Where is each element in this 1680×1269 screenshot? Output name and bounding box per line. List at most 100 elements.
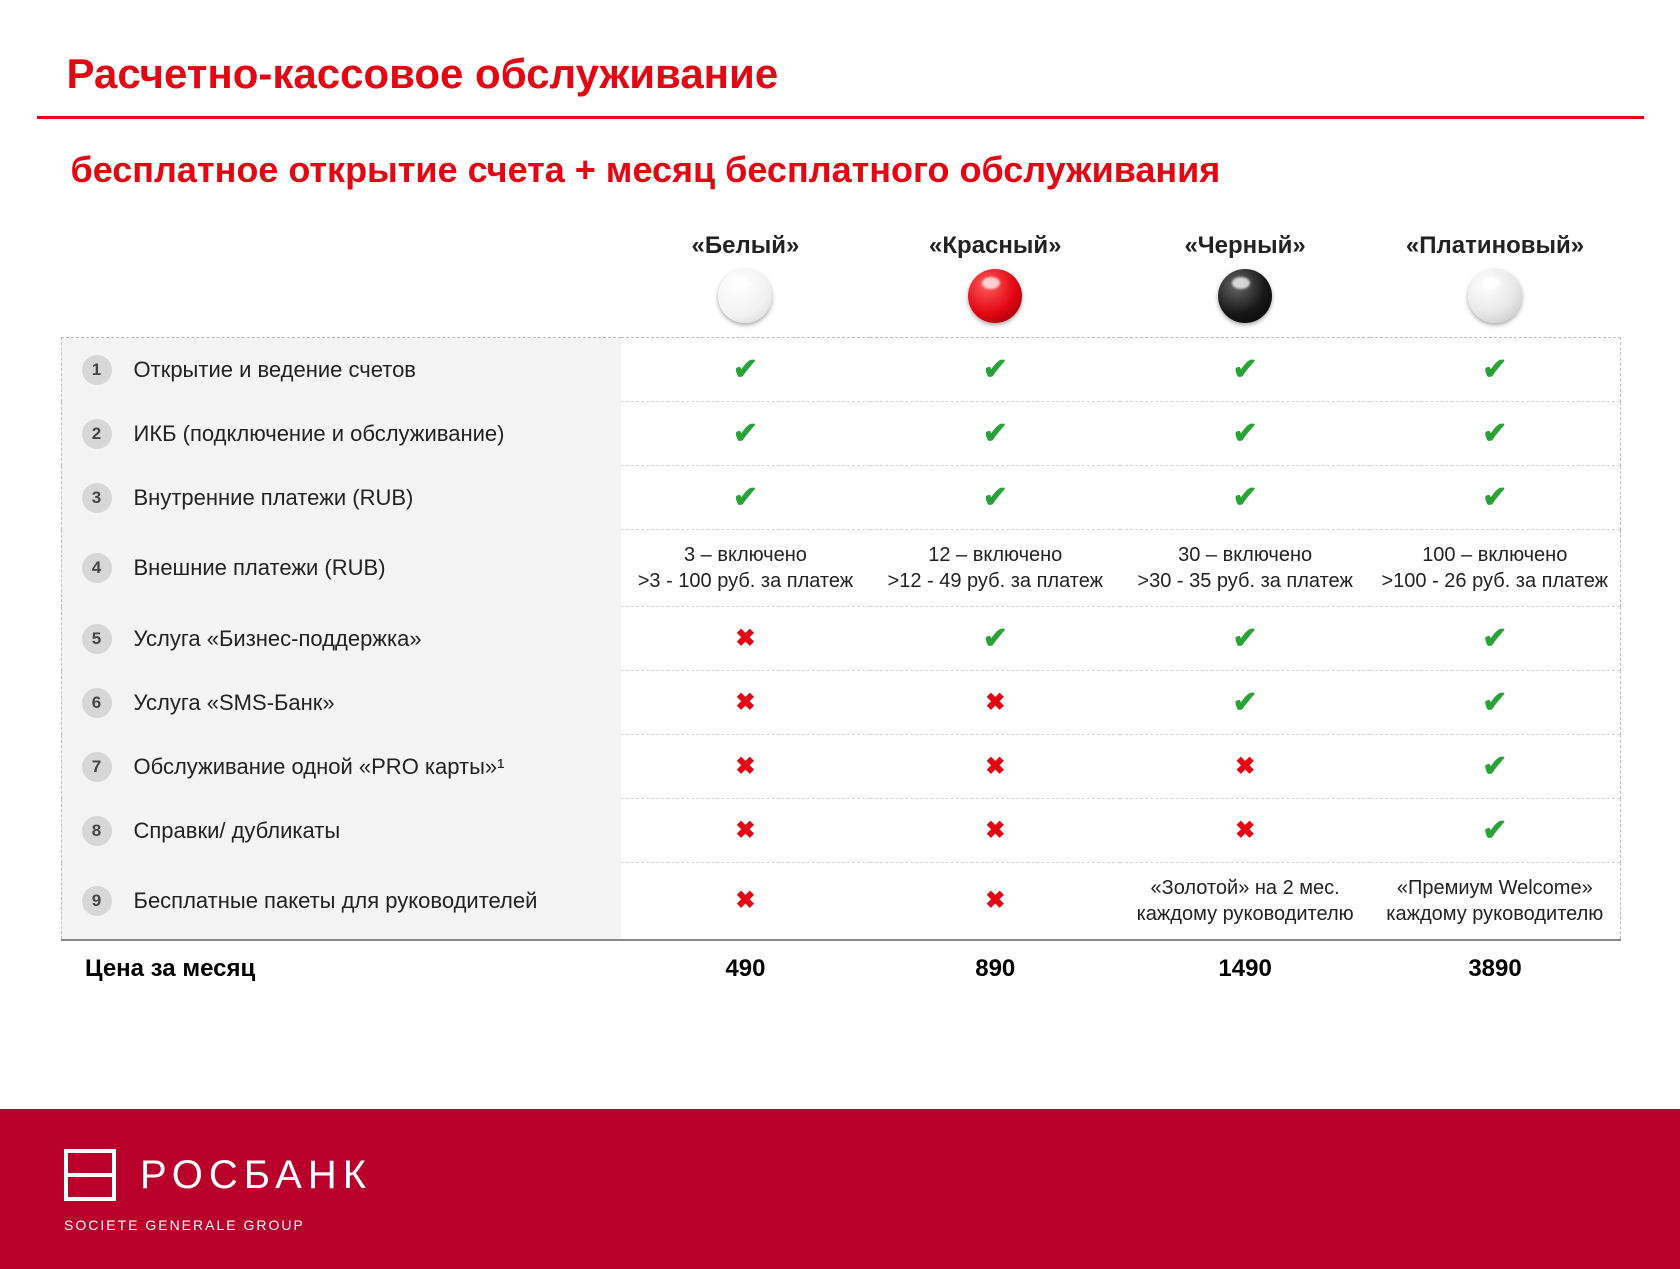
- check-icon: ✔: [1482, 481, 1507, 514]
- plan-sphere-row: [61, 268, 1620, 338]
- plan-sphere-icon: [1468, 269, 1522, 323]
- plan-cell: ✔: [1370, 338, 1620, 402]
- price-value: 890: [870, 940, 1120, 997]
- slide-subtitle: бесплатное открытие счета + месяц беспла…: [37, 149, 1644, 191]
- feature-cell: 4 Внешние платежи (RUB): [61, 530, 621, 607]
- row-number-badge: 6: [82, 688, 112, 718]
- feature-label: Обслуживание одной «PRO карты»¹: [134, 754, 505, 779]
- table-row: 9Бесплатные пакеты для руководителей✖✖«З…: [61, 863, 1620, 941]
- table-row: 6 Услуга «SMS-Банк» ✖ ✖ ✔ ✔: [61, 671, 1620, 735]
- table-row: 3Внутренние платежи (RUB)✔✔✔✔: [61, 466, 1620, 530]
- plan-cell: ✔: [621, 466, 871, 530]
- plan-cell: ✖: [1120, 799, 1370, 863]
- feature-label: Бесплатные пакеты для руководителей: [134, 888, 538, 913]
- plan-cell: ✔: [870, 338, 1120, 402]
- check-icon: ✔: [1233, 686, 1258, 719]
- plan-cell: ✔: [1120, 402, 1370, 466]
- feature-cell: 7 Обслуживание одной «PRO карты»¹: [61, 735, 621, 799]
- plan-cell: ✖: [870, 735, 1120, 799]
- row-number-badge: 2: [82, 419, 112, 449]
- table-row: 4 Внешние платежи (RUB) 3 – включено>3 - 1…: [61, 530, 1620, 607]
- plan-cell: ✖: [870, 671, 1120, 735]
- feature-cell: 3 Внутренние платежи (RUB): [61, 466, 621, 530]
- table-row: 5 Услуга «Бизнес-поддержка» ✖ ✔ ✔ ✔: [61, 607, 1620, 671]
- plan-cell: ✖: [621, 799, 871, 863]
- plan-sphere-icon: [1218, 269, 1272, 323]
- row-number-badge: 7: [82, 752, 112, 782]
- check-icon: ✔: [1233, 622, 1258, 655]
- plan-head: «Красный»: [870, 231, 1120, 268]
- check-icon: ✔: [1482, 750, 1507, 783]
- check-icon: ✔: [983, 417, 1008, 450]
- plan-cell: ✔: [1370, 671, 1620, 735]
- check-icon: ✔: [1482, 417, 1507, 450]
- feature-label: Услуга «SMS-Банк»: [134, 690, 335, 715]
- cross-icon: ✖: [735, 753, 755, 780]
- feature-cell: 9 Бесплатные пакеты для руководителей: [61, 863, 621, 941]
- plan-cell-text: «Премиум Welcome» каждому руководителю: [1370, 863, 1620, 941]
- price-value: 1490: [1120, 940, 1370, 997]
- logo-icon: [64, 1149, 116, 1201]
- plan-cell: ✖: [870, 863, 1120, 941]
- footer: РОСБАНК SOCIETE GENERALE GROUP: [0, 1109, 1680, 1269]
- feature-cell: 2ИКБ (подключение и обслуживание): [61, 402, 621, 466]
- plan-head: «Черный»: [1120, 231, 1370, 268]
- check-icon: ✔: [983, 622, 1008, 655]
- feature-cell: 6 Услуга «SMS-Банк»: [61, 671, 621, 735]
- plan-cell: ✔: [1120, 671, 1370, 735]
- plan-sphere-icon: [968, 269, 1022, 323]
- check-icon: ✔: [983, 353, 1008, 386]
- feature-cell: 5 Услуга «Бизнес-поддержка»: [61, 607, 621, 671]
- plan-cell: ✔: [621, 402, 871, 466]
- check-icon: ✔: [733, 417, 758, 450]
- feature-cell: 1Открытие и ведение счетов: [61, 338, 621, 402]
- logo-subtext: SOCIETE GENERALE GROUP: [64, 1217, 1680, 1233]
- logo: РОСБАНК: [64, 1149, 1680, 1201]
- check-icon: ✔: [1482, 622, 1507, 655]
- plan-cell: ✔: [1120, 607, 1370, 671]
- feature-label: Справки/ дубликаты: [134, 818, 341, 843]
- check-icon: ✔: [733, 353, 758, 386]
- plan-cell-text: 12 – включено>12 - 49 руб. за платеж: [870, 530, 1120, 607]
- cross-icon: ✖: [735, 817, 755, 844]
- price-value: 3890: [1370, 940, 1620, 997]
- plan-cell: ✔: [1370, 799, 1620, 863]
- check-icon: ✔: [1482, 353, 1507, 386]
- row-number-badge: 9: [82, 886, 112, 916]
- feature-label: Открытие и ведение счетов: [134, 357, 417, 382]
- plan-cell: ✖: [621, 735, 871, 799]
- plan-cell: ✔: [1370, 402, 1620, 466]
- table-body: 1Открытие и ведение счетов✔✔✔✔2ИКБ (подк…: [61, 338, 1620, 941]
- plan-cell: ✔: [1370, 466, 1620, 530]
- plan-cell-text: 3 – включено>3 - 100 руб. за платеж: [621, 530, 871, 607]
- plan-cell: ✔: [1120, 466, 1370, 530]
- feature-cell: 8Справки/ дубликаты: [61, 799, 621, 863]
- slide-title: Расчетно-кассовое обслуживание: [37, 40, 1644, 119]
- cross-icon: ✖: [735, 689, 755, 716]
- table-row: 2ИКБ (подключение и обслуживание) ✔ ✔ ✔ ✔: [61, 402, 1620, 466]
- feature-label: Услуга «Бизнес-поддержка»: [134, 626, 422, 651]
- table-row: 7 Обслуживание одной «PRO карты»¹ ✖ ✖ ✖ ✔: [61, 735, 1620, 799]
- plan-name-row: «Белый» «Красный» «Черный» «Платиновый»: [61, 231, 1620, 268]
- cross-icon: ✖: [735, 887, 755, 914]
- plan-cell: ✖: [621, 607, 871, 671]
- row-number-badge: 4: [82, 553, 112, 583]
- row-number-badge: 5: [82, 624, 112, 654]
- check-icon: ✔: [1482, 814, 1507, 847]
- cross-icon: ✖: [985, 817, 1005, 844]
- plan-cell-text: 100 – включено>100 - 26 руб. за платеж: [1370, 530, 1620, 607]
- plan-sphere-icon: [718, 269, 772, 323]
- feature-label: Внутренние платежи (RUB): [134, 485, 414, 510]
- table-row: 8Справки/ дубликаты ✖ ✖ ✖ ✔: [61, 799, 1620, 863]
- plan-head: «Белый»: [621, 231, 871, 268]
- plan-cell: ✔: [1370, 735, 1620, 799]
- row-number-badge: 3: [82, 483, 112, 513]
- cross-icon: ✖: [985, 753, 1005, 780]
- check-icon: ✔: [1233, 417, 1258, 450]
- check-icon: ✔: [733, 481, 758, 514]
- plan-cell: ✖: [1120, 735, 1370, 799]
- feature-label: Внешние платежи (RUB): [134, 555, 386, 580]
- price-row: Цена за месяц 490 890 1490 3890: [61, 940, 1620, 997]
- plan-cell-text: «Золотой» на 2 мес. каждому руководителю: [1120, 863, 1370, 941]
- plan-head: «Платиновый»: [1370, 231, 1620, 268]
